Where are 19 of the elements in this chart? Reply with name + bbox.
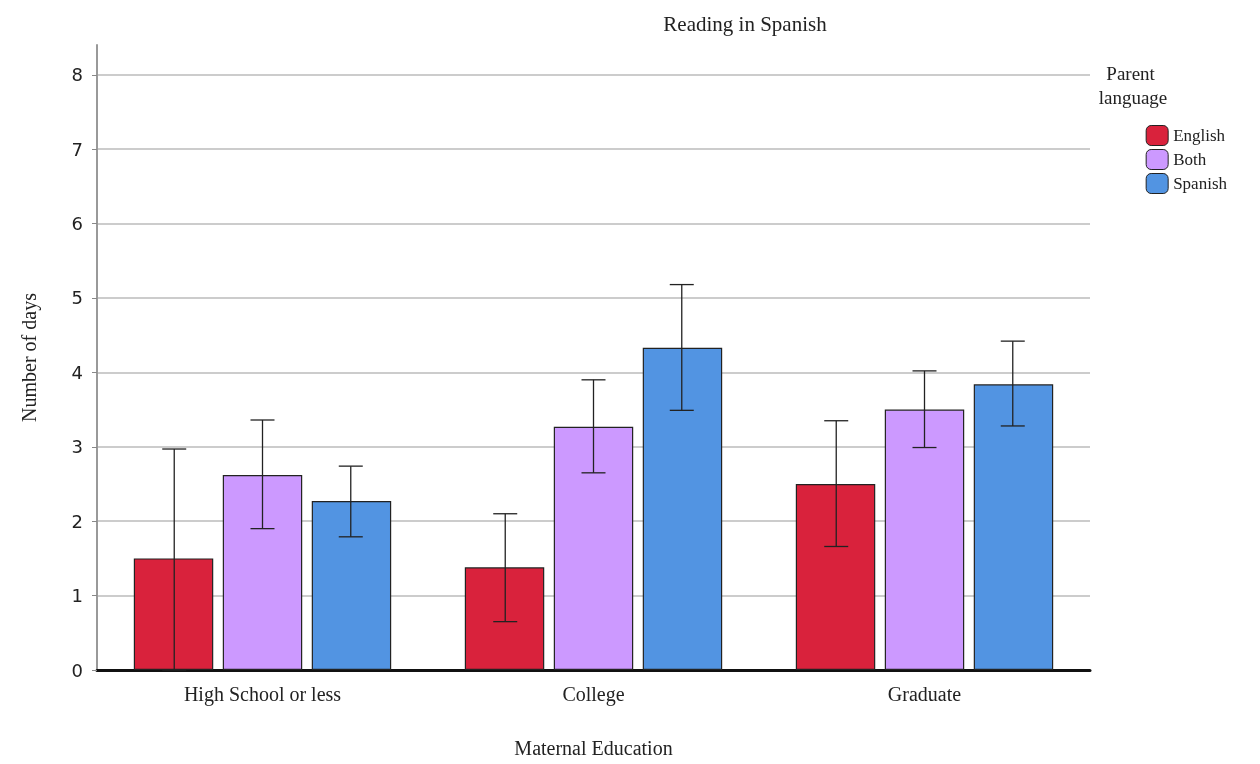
y-tick-label: 7 xyxy=(71,138,83,160)
y-tick-label: 6 xyxy=(71,213,83,235)
y-tick-label: 8 xyxy=(71,64,83,86)
x-axis-title: Maternal Education xyxy=(514,737,673,759)
y-tick-label: 5 xyxy=(71,287,83,309)
y-tick-label: 2 xyxy=(71,510,83,532)
y-tick-label: 1 xyxy=(71,585,83,607)
x-tick-label: High School or less xyxy=(183,683,342,706)
y-tick-label: 4 xyxy=(71,361,83,383)
legend-label: English xyxy=(1173,126,1226,145)
y-axis-title: Number of days xyxy=(18,292,41,422)
y-tick-label: 0 xyxy=(71,659,83,681)
y-tick-label: 3 xyxy=(71,436,83,458)
legend-title: Parent language xyxy=(1098,62,1168,108)
x-tick-label: Graduate xyxy=(887,683,962,705)
legend-label: Spanish xyxy=(1173,174,1228,193)
chart-title: Reading in Spanish xyxy=(663,11,828,36)
x-tick-label: College xyxy=(562,683,625,706)
legend-label: Both xyxy=(1173,150,1207,169)
